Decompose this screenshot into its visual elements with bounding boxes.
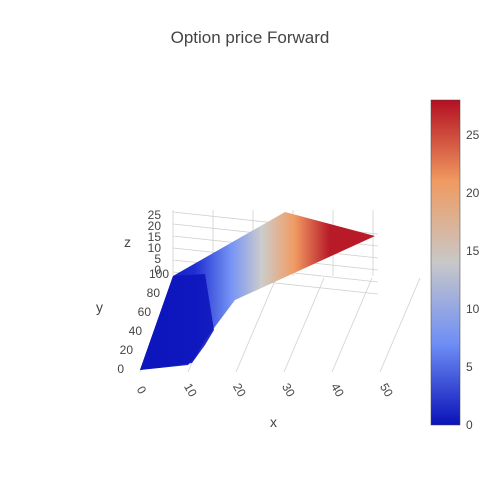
- x-axis-title: x: [270, 414, 277, 430]
- colorbar-tick-label: 0: [466, 418, 473, 432]
- y-axis-title: y: [96, 299, 103, 315]
- z-tick-label: 25: [148, 208, 162, 222]
- colorbar-tick-label: 25: [466, 128, 480, 142]
- colorbar: [430, 99, 461, 426]
- colorbar-tick-label: 10: [466, 302, 480, 316]
- x-tick-label: 50: [377, 381, 396, 400]
- colorbar-tick-label: 20: [466, 186, 480, 200]
- y-tick-label: 20: [120, 343, 134, 357]
- x-axis-ticks: 0 10 20 30 40 50: [134, 381, 396, 400]
- z-tick-label: 20: [148, 219, 162, 233]
- colorbar-tick-label: 5: [466, 360, 473, 374]
- y-tick-label: 0: [117, 362, 124, 376]
- y-tick-label: 100: [149, 267, 169, 281]
- z-tick-label: 0: [154, 263, 161, 277]
- z-tick-label: 15: [148, 230, 162, 244]
- colorbar-tick-label: 15: [466, 244, 480, 258]
- x-tick-label: 40: [328, 381, 347, 400]
- x-tick-label: 0: [134, 384, 150, 397]
- x-tick-label: 10: [181, 381, 200, 400]
- chart-title: Option price Forward: [170, 28, 330, 47]
- y-axis-ticks: 0 20 40 60 80 100: [117, 267, 169, 376]
- y-tick-label: 60: [138, 305, 152, 319]
- y-tick-label: 80: [147, 286, 161, 300]
- y-tick-label: 40: [129, 324, 143, 338]
- colorbar-ticks: 0 5 10 15 20 25: [466, 128, 480, 432]
- x-tick-label: 20: [230, 381, 249, 400]
- surface-dark-flat: [140, 274, 214, 370]
- x-tick-label: 30: [279, 381, 298, 400]
- z-tick-label: 10: [148, 241, 162, 255]
- z-axis-title: z: [124, 234, 131, 250]
- z-tick-label: 5: [154, 252, 161, 266]
